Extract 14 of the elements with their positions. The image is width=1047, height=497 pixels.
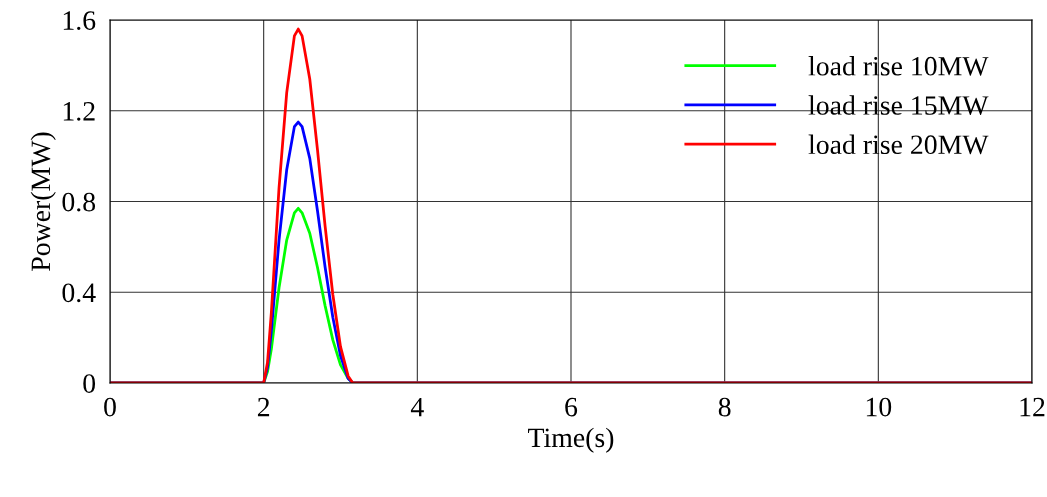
x-tick-label: 8 <box>718 397 731 417</box>
y-tick-label: 1.2 <box>63 101 95 121</box>
y-tick-label: 0 <box>83 374 96 393</box>
x-tick-label: 6 <box>565 397 578 417</box>
x-tick-label: 0 <box>104 397 116 417</box>
x-axis-title: Time(s) <box>528 427 614 453</box>
y-tick-label: 1.6 <box>63 11 96 31</box>
y-axis-title: Power(MW) <box>30 132 56 271</box>
y-tick-label: 0.4 <box>62 283 96 303</box>
x-tick-label: 12 <box>1020 397 1045 417</box>
x-tick-label: 2 <box>257 397 270 417</box>
y-tick-label: 0.8 <box>62 192 96 212</box>
x-tick-label: 4 <box>410 397 424 417</box>
x-tick-label: 10 <box>866 397 892 417</box>
